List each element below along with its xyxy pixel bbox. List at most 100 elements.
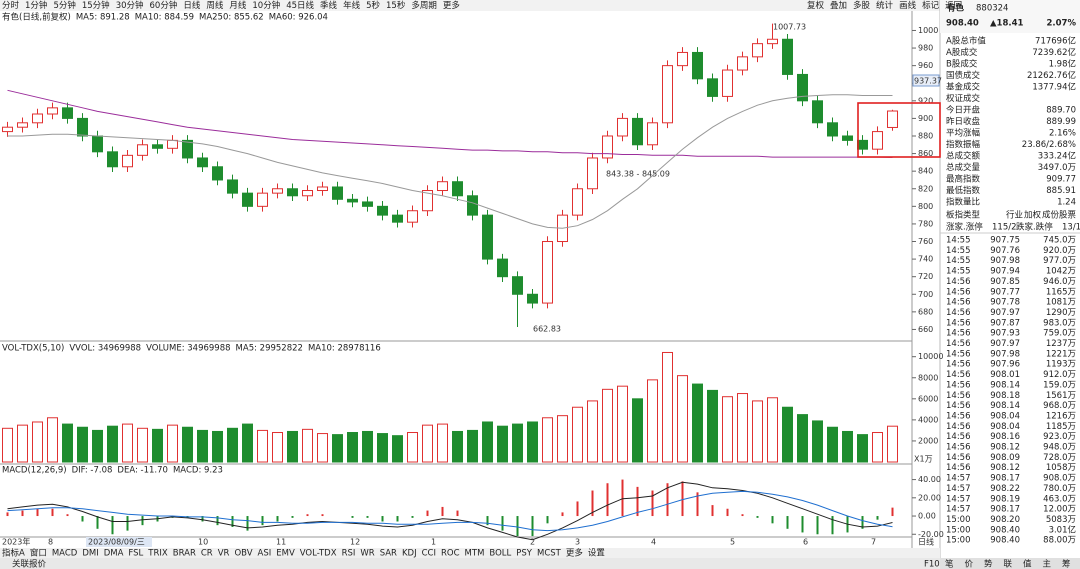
quote-tab[interactable]: 价 [965, 560, 974, 569]
toolbar-item[interactable]: 60分钟 [150, 0, 178, 11]
indicator-tab[interactable]: 指标A [2, 548, 25, 559]
indicator-tab[interactable]: WR [360, 549, 374, 559]
quote-tab[interactable]: 值 [1023, 559, 1032, 569]
tick-volume: 1290万 [1046, 308, 1076, 318]
toolbar-item[interactable]: 30分钟 [116, 0, 144, 11]
indicator-tab[interactable]: CCI [422, 549, 436, 559]
tick-price: 908.09 [990, 453, 1020, 463]
indicator-tab[interactable]: CR [201, 549, 213, 559]
toolbar-item[interactable]: 更多 [443, 0, 461, 11]
quote-tab[interactable]: 联 [1004, 560, 1013, 569]
volume-bar [17, 424, 28, 463]
toolbar-item[interactable]: 日线 [183, 0, 201, 11]
x-label: 4 [651, 538, 656, 547]
quote-tab[interactable]: 筹 [1062, 559, 1071, 569]
tick-price: 908.04 [990, 411, 1020, 421]
toolbar-button[interactable]: 多股 [853, 0, 871, 11]
indicator-tab[interactable]: VOL-TDX [300, 549, 337, 559]
toolbar-button[interactable]: 返回 [945, 0, 962, 11]
indicator-tab[interactable]: VR [218, 549, 230, 559]
tick-price: 907.75 [990, 236, 1020, 246]
toolbar-item[interactable]: 多周期 [411, 0, 437, 11]
candle-body [152, 144, 163, 149]
toolbar-item[interactable]: 5分钟 [53, 0, 75, 11]
indicator-tab[interactable]: KDJ [402, 549, 417, 559]
toolbar-item[interactable]: 分时 [2, 0, 20, 11]
toolbar-item[interactable]: 周线 [206, 0, 224, 11]
quote-value: 3497.0万 [1038, 163, 1076, 173]
indicator-tab[interactable]: TRIX [147, 549, 168, 559]
status-right[interactable]: F10 [924, 560, 940, 569]
tick-volume: 1221万 [1046, 349, 1076, 359]
indicator-tab[interactable]: OBV [234, 549, 252, 559]
y-tick-label: 0.00 [918, 512, 936, 521]
period-label[interactable]: 日线 [918, 537, 934, 547]
toolbar-item[interactable]: 5秒 [366, 0, 380, 11]
tick-time: 15:00 [946, 536, 971, 546]
tick-time: 14:56 [946, 432, 971, 442]
tick-time: 14:55 [946, 236, 971, 246]
volume-bar [437, 423, 448, 463]
tick-volume: 1058万 [1046, 463, 1076, 473]
indicator-tab[interactable]: ROC [441, 549, 460, 559]
x-label: 2023/08/09/三 [88, 538, 145, 547]
panel-header: MA60: 926.04 [269, 13, 328, 23]
candle-body [422, 190, 433, 212]
toolbar-button[interactable]: 画线 [899, 0, 917, 11]
toolbar-item[interactable]: 1分钟 [25, 0, 47, 11]
toolbar-item[interactable]: 10分钟 [252, 0, 280, 11]
x-label: 2023年 [2, 537, 30, 547]
toolbar-button[interactable]: 统计 [876, 0, 894, 11]
breadth-cell: 13/1 [1062, 223, 1080, 233]
indicator-tab[interactable]: MCST [537, 549, 562, 559]
toolbar-item[interactable]: 月线 [229, 0, 247, 11]
indicator-tab[interactable]: DMA [104, 549, 124, 559]
tick-volume: 159.0万 [1043, 380, 1076, 390]
indicator-tab[interactable]: BRAR [173, 549, 196, 559]
tick-volume: 5083万 [1046, 515, 1076, 525]
volume-bar [482, 421, 493, 463]
volume-bar [227, 427, 238, 463]
indicator-tab[interactable]: 窗口 [30, 548, 47, 559]
x-label: 12 [350, 538, 360, 547]
tick-volume: 1081万 [1046, 298, 1076, 308]
indicator-tab[interactable]: EMV [276, 549, 295, 559]
indicator-tab[interactable]: MACD [52, 549, 78, 559]
quote-label: 总成交额 [946, 151, 981, 162]
indicator-tab[interactable]: 更多 [566, 548, 584, 559]
indicator-tab[interactable]: PSY [516, 549, 533, 559]
volume-bar [287, 430, 298, 463]
toolbar-button[interactable]: 叠加 [830, 0, 847, 11]
toolbar-item[interactable]: 45日线 [286, 0, 314, 11]
type-cell: 板指类型 [946, 210, 981, 221]
toolbar-button[interactable]: 复权 [807, 0, 825, 11]
toolbar-item[interactable]: 15分钟 [82, 0, 110, 11]
quote-tab[interactable]: 主 [1043, 559, 1052, 569]
annotation: 1007.73 [773, 23, 806, 32]
indicator-tab[interactable]: DMI [82, 549, 98, 559]
indicator-tab[interactable]: MTM [465, 549, 485, 559]
volume-bar [587, 400, 598, 463]
indicator-tab[interactable]: 设置 [588, 548, 606, 559]
indicator-tab[interactable]: RSI [342, 549, 356, 559]
toolbar-button[interactable]: 标记 [922, 0, 940, 11]
quote-tab[interactable]: 势 [984, 559, 993, 569]
volume-bar [392, 435, 403, 463]
toolbar-item[interactable]: 15秒 [386, 0, 406, 11]
tick-volume: 948.0万 [1043, 443, 1076, 453]
volume-bar [212, 430, 223, 463]
indicator-tab[interactable]: SAR [380, 549, 397, 559]
toolbar-item[interactable]: 年线 [343, 0, 361, 11]
volume-bar [887, 425, 898, 463]
quote-tab[interactable]: 笔 [945, 559, 954, 569]
tick-time: 14:56 [946, 391, 971, 401]
indicator-tab[interactable]: FSL [128, 549, 143, 559]
volume-bar [527, 421, 538, 463]
dea-line [7, 490, 893, 532]
indicator-tab[interactable]: ASI [258, 549, 272, 559]
indicator-tab[interactable]: BOLL [489, 549, 511, 559]
y-tick-label: 800 [918, 202, 933, 211]
candle-body [92, 135, 103, 153]
tick-price: 908.17 [990, 474, 1020, 484]
toolbar-item[interactable]: 季线 [320, 0, 338, 11]
